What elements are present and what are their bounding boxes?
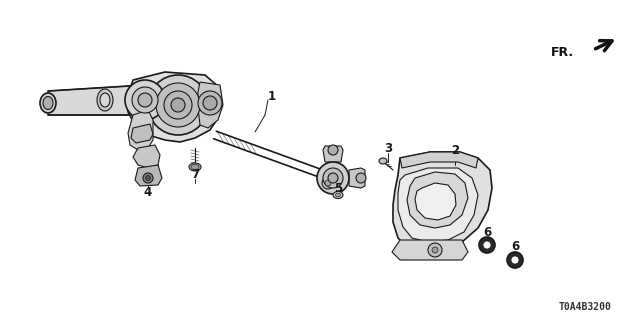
Polygon shape <box>198 82 223 128</box>
Polygon shape <box>135 165 162 186</box>
Text: 5: 5 <box>334 181 342 195</box>
Polygon shape <box>48 85 145 115</box>
Circle shape <box>511 256 519 264</box>
Polygon shape <box>349 168 365 188</box>
Text: 3: 3 <box>384 141 392 155</box>
Circle shape <box>125 80 165 120</box>
Circle shape <box>328 145 338 155</box>
Circle shape <box>483 241 491 249</box>
Ellipse shape <box>335 193 340 197</box>
Polygon shape <box>323 146 343 162</box>
Circle shape <box>164 91 192 119</box>
Circle shape <box>328 173 338 183</box>
Circle shape <box>432 247 438 253</box>
Text: 6: 6 <box>483 227 491 239</box>
Text: 4: 4 <box>144 186 152 198</box>
Circle shape <box>156 83 200 127</box>
Circle shape <box>356 173 366 183</box>
Circle shape <box>148 75 208 135</box>
Circle shape <box>138 93 152 107</box>
Polygon shape <box>128 110 153 150</box>
Polygon shape <box>133 145 160 168</box>
Circle shape <box>323 168 343 188</box>
Circle shape <box>479 237 495 253</box>
Text: 2: 2 <box>451 143 459 156</box>
Circle shape <box>198 91 222 115</box>
Circle shape <box>317 162 349 194</box>
Ellipse shape <box>189 163 201 171</box>
Ellipse shape <box>191 164 199 170</box>
Polygon shape <box>392 240 468 260</box>
Text: 6: 6 <box>511 241 519 253</box>
Polygon shape <box>393 152 492 252</box>
Ellipse shape <box>333 191 343 198</box>
Text: FR.: FR. <box>551 45 574 59</box>
Circle shape <box>132 87 158 113</box>
Polygon shape <box>131 124 153 143</box>
Circle shape <box>171 98 185 112</box>
Polygon shape <box>415 183 456 220</box>
Text: 7: 7 <box>191 169 199 181</box>
Circle shape <box>143 173 153 183</box>
Ellipse shape <box>97 89 113 111</box>
Circle shape <box>428 243 442 257</box>
Polygon shape <box>400 152 478 168</box>
Polygon shape <box>407 172 468 228</box>
Circle shape <box>325 180 331 186</box>
Ellipse shape <box>379 158 387 164</box>
Polygon shape <box>398 168 478 242</box>
Circle shape <box>145 175 150 180</box>
Circle shape <box>507 252 523 268</box>
Ellipse shape <box>40 93 56 113</box>
Ellipse shape <box>100 93 110 107</box>
Text: 1: 1 <box>268 91 276 103</box>
Ellipse shape <box>43 97 53 109</box>
Polygon shape <box>128 72 222 142</box>
Circle shape <box>322 177 334 189</box>
Text: T0A4B3200: T0A4B3200 <box>559 302 611 312</box>
Circle shape <box>203 96 217 110</box>
